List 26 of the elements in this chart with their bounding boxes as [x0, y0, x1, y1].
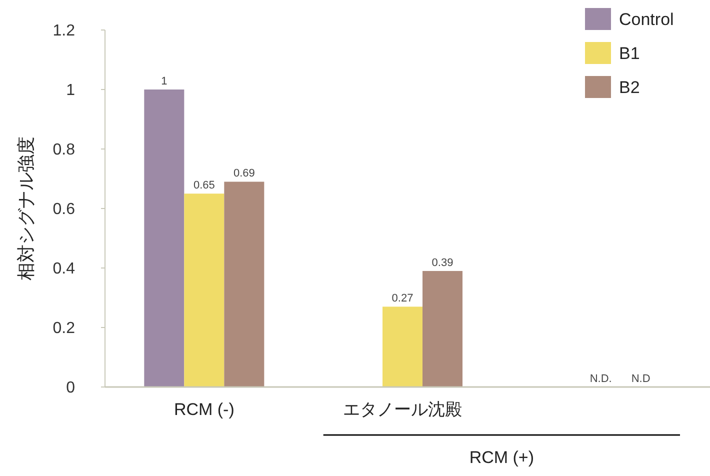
bar: [184, 194, 224, 387]
data-label: 1: [161, 76, 168, 88]
bar: [224, 182, 264, 387]
y-tick-label: 0.4: [52, 260, 76, 278]
bar: [382, 306, 422, 387]
bar: [422, 270, 462, 387]
y-tick-label: 0.6: [52, 201, 76, 218]
data-label: 0.27: [392, 292, 414, 305]
y-axis-title: 相対シグナル強度: [16, 136, 36, 280]
data-label: 0.65: [193, 180, 215, 192]
text: N.D.: [590, 373, 612, 385]
y-tick-label: 1: [66, 82, 76, 100]
legend-label: B2: [619, 78, 640, 97]
legend-label: B1: [619, 44, 640, 63]
text: N.D: [631, 373, 650, 385]
y-tick-label: 0: [66, 380, 76, 397]
y-tick-label: 0.2: [52, 320, 76, 338]
text: RCM (+): [469, 448, 534, 467]
data-label: 0.69: [233, 168, 255, 180]
x-tick-label: RCM (-): [174, 400, 234, 419]
data-label: 0.39: [432, 256, 454, 269]
y-tick-label: 0.8: [52, 142, 76, 159]
y-tick-label: 1.2: [52, 22, 76, 40]
legend-label: Control: [619, 10, 674, 29]
bar: [144, 90, 184, 387]
x-tick-label: エタノール沈殿: [343, 400, 462, 419]
